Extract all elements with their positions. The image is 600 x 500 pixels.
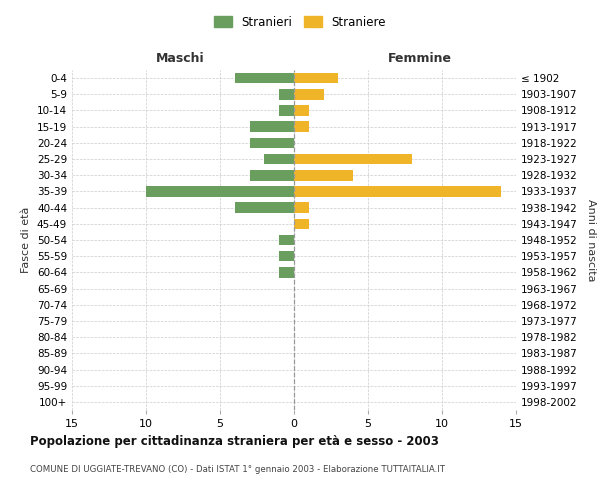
Text: Maschi: Maschi bbox=[155, 52, 205, 65]
Bar bbox=[294, 122, 309, 132]
Legend: Stranieri, Straniere: Stranieri, Straniere bbox=[209, 11, 391, 34]
Bar bbox=[250, 138, 294, 148]
Bar bbox=[294, 89, 323, 100]
Bar bbox=[250, 122, 294, 132]
Bar bbox=[294, 73, 338, 84]
Bar bbox=[235, 73, 294, 84]
Bar bbox=[294, 186, 501, 196]
Bar bbox=[294, 170, 353, 180]
Bar bbox=[250, 170, 294, 180]
Y-axis label: Fasce di età: Fasce di età bbox=[22, 207, 31, 273]
Bar bbox=[146, 186, 294, 196]
Bar bbox=[294, 154, 412, 164]
Bar bbox=[279, 267, 294, 278]
Bar bbox=[279, 89, 294, 100]
Text: Popolazione per cittadinanza straniera per età e sesso - 2003: Popolazione per cittadinanza straniera p… bbox=[30, 435, 439, 448]
Bar bbox=[294, 218, 309, 229]
Text: Femmine: Femmine bbox=[388, 52, 452, 65]
Bar bbox=[294, 105, 309, 116]
Bar bbox=[235, 202, 294, 213]
Y-axis label: Anni di nascita: Anni di nascita bbox=[586, 198, 596, 281]
Bar bbox=[279, 251, 294, 262]
Bar bbox=[294, 202, 309, 213]
Bar bbox=[265, 154, 294, 164]
Bar bbox=[279, 105, 294, 116]
Text: COMUNE DI UGGIATE-TREVANO (CO) - Dati ISTAT 1° gennaio 2003 - Elaborazione TUTTA: COMUNE DI UGGIATE-TREVANO (CO) - Dati IS… bbox=[30, 465, 445, 474]
Bar bbox=[279, 234, 294, 246]
